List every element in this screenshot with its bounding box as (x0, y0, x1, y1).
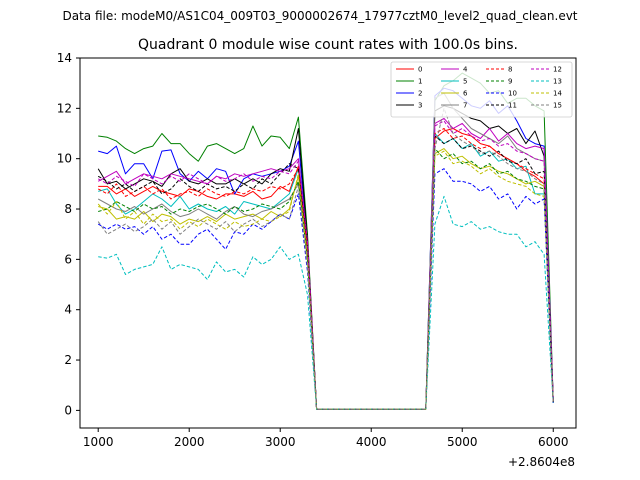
legend-label-11: 11 (508, 102, 517, 110)
series-line-10 (97, 168, 554, 410)
series-line-7 (97, 92, 554, 410)
legend-label-5: 5 (463, 78, 467, 86)
legend-label-8: 8 (508, 66, 512, 74)
legend-label-0: 0 (418, 66, 422, 74)
series-line-14 (97, 150, 554, 410)
figure-suptitle: Data file: modeM0/AS1C04_009T03_90000026… (62, 9, 577, 23)
legend-label-6: 6 (463, 90, 468, 98)
legend-label-12: 12 (553, 66, 562, 74)
series-line-1 (98, 72, 554, 410)
series-line-4 (97, 117, 554, 410)
y-tick-label: 8 (64, 202, 72, 216)
legend-label-15: 15 (553, 102, 562, 110)
legend-label-1: 1 (418, 78, 422, 86)
legend-label-3: 3 (418, 102, 422, 110)
series-line-6 (98, 148, 554, 410)
y-tick-label: 10 (57, 152, 72, 166)
y-tick-label: 12 (57, 101, 72, 115)
legend-box (390, 61, 573, 118)
x-tick-label: 3000 (265, 435, 296, 449)
series-line-15 (97, 107, 554, 410)
x-tick-label: 5000 (447, 435, 478, 449)
y-axis: 0 2 4 6 8 10 12 14 (57, 51, 80, 417)
x-tick-label: 2000 (174, 435, 205, 449)
series-line-8 (97, 128, 554, 410)
y-tick-label: 0 (64, 403, 72, 417)
series-line-11 (97, 135, 554, 410)
plot-area (79, 57, 577, 429)
y-tick-label: 14 (57, 51, 72, 65)
chart-title: Quadrant 0 module wise count rates with … (138, 37, 518, 53)
x-offset-label: +2.8604e8 (508, 455, 575, 469)
series-line-13 (98, 195, 554, 410)
legend-label-10: 10 (508, 90, 517, 98)
series-line-9 (98, 148, 554, 410)
x-axis: 1000 2000 3000 4000 5000 6000 (83, 428, 569, 449)
series-layer (97, 72, 554, 410)
axes-frame (79, 57, 577, 429)
legend-label-4: 4 (463, 66, 468, 74)
legend-label-9: 9 (508, 78, 512, 86)
series-line-12 (97, 120, 554, 410)
x-tick-label: 6000 (538, 435, 569, 449)
y-tick-label: 6 (64, 252, 72, 266)
series-line-5 (98, 133, 554, 410)
series-line-0 (98, 128, 554, 410)
y-tick-label: 4 (64, 303, 72, 317)
x-tick-label: 1000 (83, 435, 114, 449)
legend-label-2: 2 (418, 90, 422, 98)
x-tick-label: 4000 (356, 435, 387, 449)
legend-label-13: 13 (553, 78, 562, 86)
legend-label-7: 7 (463, 102, 467, 110)
y-tick-label: 2 (64, 353, 72, 367)
legend-label-14: 14 (553, 90, 562, 98)
